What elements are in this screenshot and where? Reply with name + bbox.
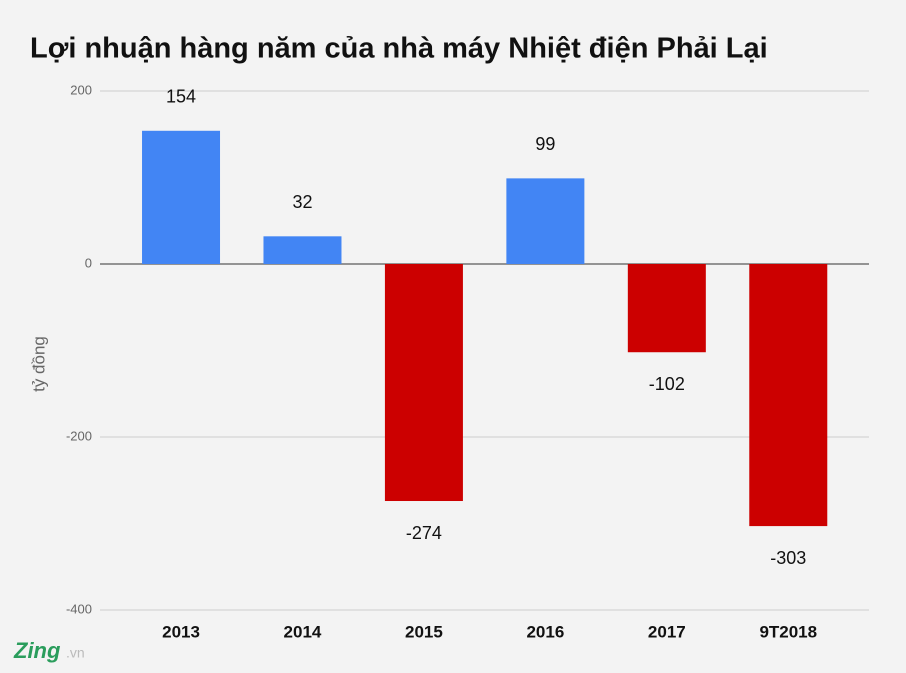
y-axis-title: tỷ đồng (29, 336, 48, 392)
value-label: -274 (406, 523, 442, 543)
x-tick-label: 2013 (162, 622, 200, 641)
y-tick-label: 200 (70, 82, 92, 97)
chart-title: Lợi nhuận hàng năm của nhà máy Nhiệt điệ… (30, 33, 768, 65)
watermark-brand: Zing (13, 638, 61, 663)
y-tick-label: 0 (85, 255, 92, 270)
value-label: 99 (535, 134, 555, 154)
y-tick-label: -200 (66, 428, 92, 443)
y-tick-label: -400 (66, 601, 92, 616)
watermark-suffix: .vn (66, 645, 85, 661)
x-tick-label: 2015 (405, 622, 443, 641)
bar (627, 264, 706, 353)
bar (506, 178, 585, 264)
value-label: 32 (292, 192, 312, 212)
value-label: 154 (166, 87, 196, 107)
x-tick-label: 2016 (526, 622, 564, 641)
bar (142, 130, 221, 264)
bar (384, 264, 463, 502)
value-label: -102 (649, 374, 685, 394)
value-label: -303 (770, 548, 806, 568)
bar (263, 236, 342, 264)
bar (749, 264, 828, 527)
x-tick-label: 9T2018 (759, 622, 817, 641)
x-tick-label: 2014 (284, 622, 322, 641)
x-tick-label: 2017 (648, 622, 686, 641)
